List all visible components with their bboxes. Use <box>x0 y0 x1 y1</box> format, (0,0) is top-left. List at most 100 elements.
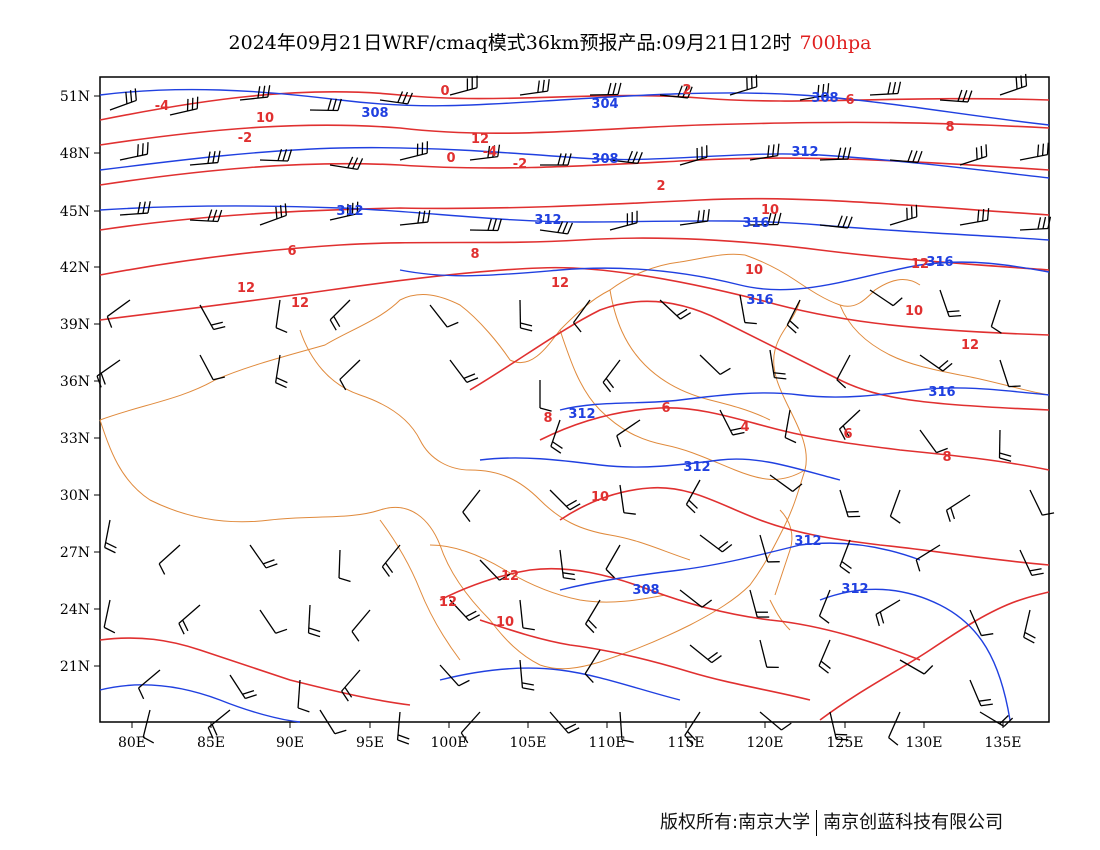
wind-barb <box>169 96 199 116</box>
temperature-label: 10 <box>761 203 779 218</box>
temperature-contour <box>99 157 1050 186</box>
wind-barb <box>275 299 288 334</box>
lon-label: 95E <box>356 735 384 751</box>
lon-label: 110E <box>589 735 626 751</box>
wind-barb <box>889 150 923 164</box>
height-label: 312 <box>568 407 595 422</box>
wind-barb <box>199 354 225 381</box>
wind-barb <box>619 484 636 515</box>
wind-barb <box>990 299 1002 334</box>
wind-barb <box>341 669 361 702</box>
wind-barb <box>109 88 137 111</box>
temperature-contour <box>99 197 1050 231</box>
wind-barb <box>959 208 990 226</box>
wind-barb <box>469 218 502 232</box>
wind-barb <box>609 150 643 165</box>
temperature-label: 6 <box>661 401 670 416</box>
lat-label: 42N <box>60 260 90 276</box>
temperature-label: 6 <box>287 244 296 259</box>
temperature-label: 12 <box>501 569 519 584</box>
wind-barb <box>899 659 934 675</box>
temperature-contour <box>479 619 811 701</box>
temperature-contour <box>819 591 1050 721</box>
lon-label: 100E <box>431 735 468 751</box>
wind-barb <box>719 409 745 436</box>
boundary-line <box>429 544 666 603</box>
lat-label: 33N <box>60 431 90 447</box>
lat-label: 30N <box>60 488 90 504</box>
wind-barb <box>462 489 481 523</box>
wind-barb <box>399 210 431 226</box>
temperature-label: 12 <box>471 132 489 147</box>
temperature-label: 8 <box>942 450 951 465</box>
wind-barb <box>137 669 161 700</box>
wind-barb <box>979 711 1014 727</box>
wind-barb <box>889 204 918 226</box>
temperature-contour <box>99 121 1050 146</box>
wind-barb <box>329 299 351 331</box>
wind-barb <box>189 209 223 223</box>
wind-barb <box>829 711 849 741</box>
temperature-label: 12 <box>961 338 979 353</box>
wind-barb <box>999 73 1028 96</box>
wind-barb <box>749 212 782 226</box>
wind-barb <box>699 534 733 553</box>
map-frame <box>99 76 1050 723</box>
wind-barb <box>396 711 410 745</box>
temperature-label: 8 <box>470 247 479 262</box>
wind-barb <box>888 711 901 746</box>
temperature-label: 12 <box>237 281 255 296</box>
temperature-contour <box>439 567 921 661</box>
lon-label: 115E <box>668 735 705 751</box>
wind-barb <box>274 354 288 389</box>
height-label: 312 <box>791 145 818 160</box>
lat-label: 51N <box>60 89 90 105</box>
wind-barb <box>549 711 580 734</box>
wind-barb <box>915 544 941 572</box>
lat-label: 48N <box>60 146 90 162</box>
title-level: 700hpa <box>799 32 872 54</box>
height-contour <box>99 88 1050 126</box>
wind-barb <box>1019 216 1052 231</box>
wind-barb <box>519 79 550 96</box>
wind-barb <box>429 304 459 328</box>
lon-label: 80E <box>118 735 146 751</box>
wind-barb <box>659 299 691 320</box>
temperature-contour <box>99 266 1050 336</box>
wind-barb <box>818 589 831 624</box>
wind-barb <box>96 359 121 388</box>
temperature-label: 12 <box>911 257 929 272</box>
temperature-label: 12 <box>291 296 309 311</box>
wind-barb <box>104 519 117 554</box>
wind-barb <box>769 349 787 380</box>
wind-barb <box>685 479 701 514</box>
wind-barb <box>229 674 257 700</box>
height-contour <box>479 457 841 481</box>
wind-barb <box>259 148 293 162</box>
temperature-contour <box>99 91 1050 121</box>
temperature-label: -4 <box>483 145 497 160</box>
wind-barb <box>818 639 831 674</box>
wind-barb <box>729 74 758 96</box>
wind-barb <box>616 419 641 448</box>
wind-barb <box>307 604 321 638</box>
wind-barb <box>449 359 479 383</box>
wind-barb <box>819 147 852 161</box>
wind-barbs <box>96 73 1055 746</box>
footer-divider <box>816 810 818 836</box>
wind-barb <box>249 544 278 569</box>
copyright-right: 南京创蓝科技有限公司 <box>823 812 1004 833</box>
wind-barb <box>679 145 708 166</box>
wind-barb <box>239 85 271 101</box>
boundary-line <box>299 329 471 471</box>
boundary-line <box>773 299 807 471</box>
boundary-line <box>769 509 793 631</box>
height-label: 316 <box>746 293 773 308</box>
wind-barb <box>1029 489 1055 516</box>
temperature-label: -4 <box>155 99 169 114</box>
wind-barb <box>351 609 371 642</box>
wind-barb <box>1019 549 1044 577</box>
lon-label: 85E <box>197 735 225 751</box>
temperature-contours <box>99 91 1050 721</box>
